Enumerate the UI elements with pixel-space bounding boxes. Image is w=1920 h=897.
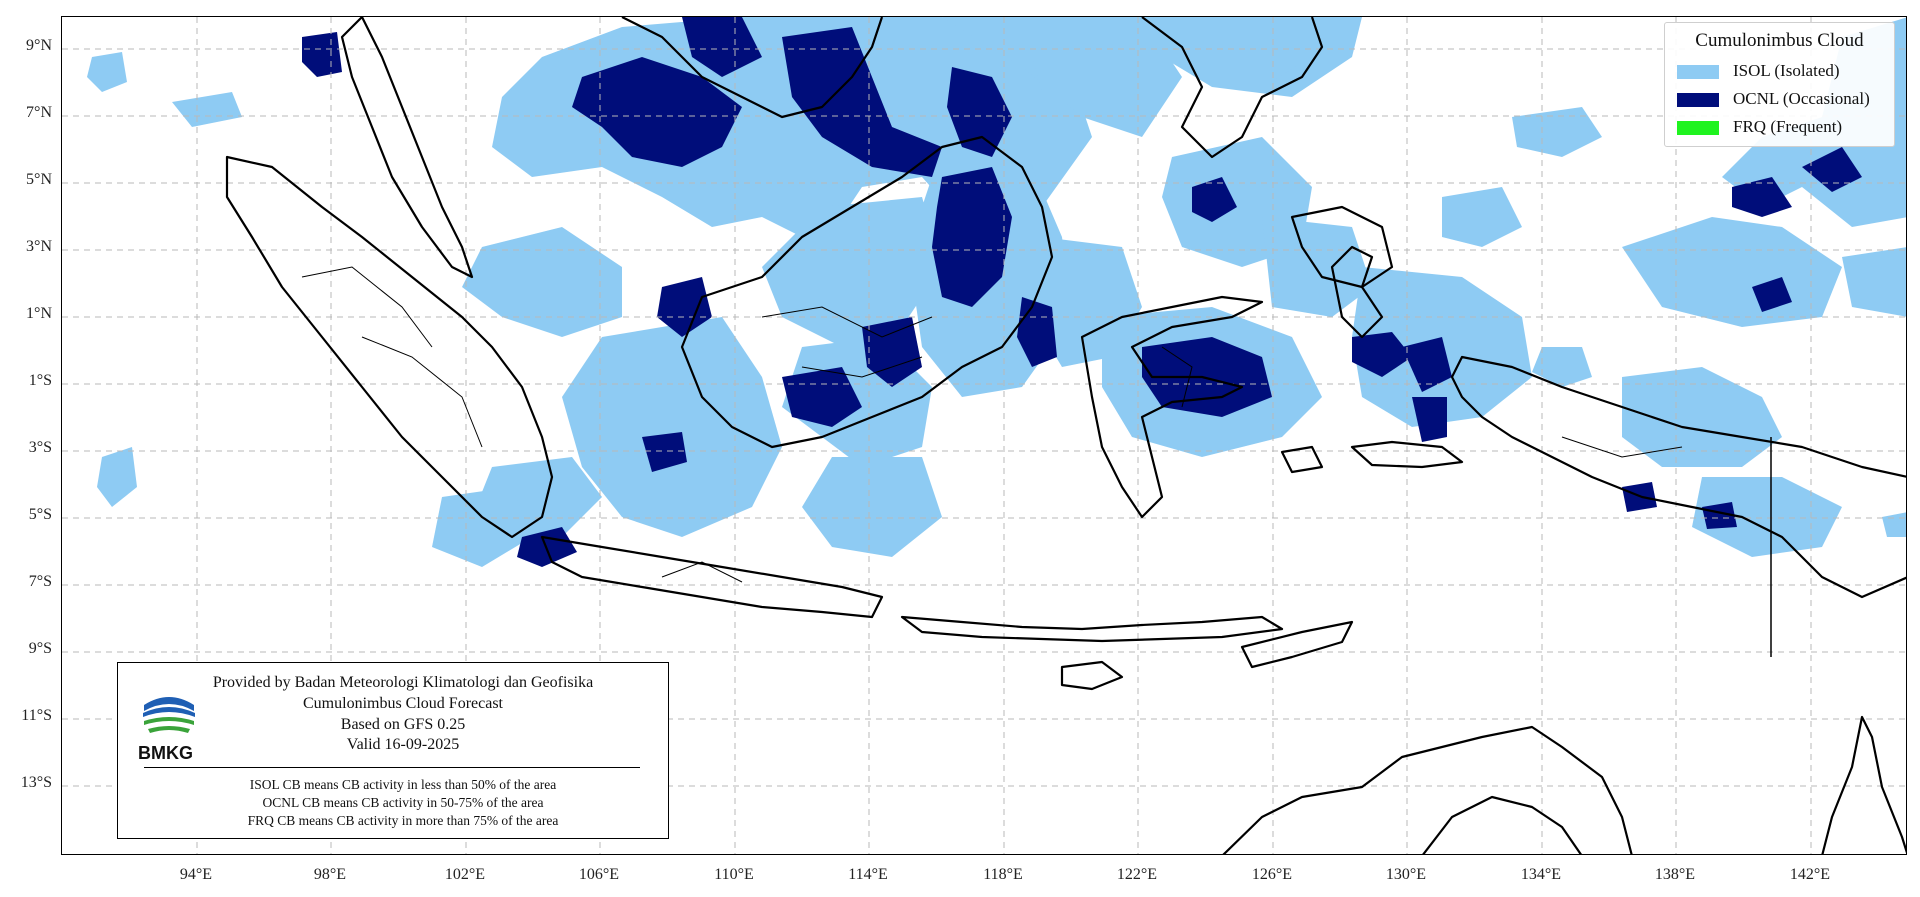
- lat-label: 3°S: [28, 439, 52, 456]
- info-provider: Provided by Badan Meteorologi Klimatolog…: [212, 674, 594, 691]
- lat-label: 5°S: [28, 506, 52, 523]
- lon-label: 118°E: [983, 866, 1023, 883]
- bmkg-logo-text: BMKG: [138, 743, 193, 763]
- map-legend: Cumulonimbus Cloud ISOL (Isolated) OCNL …: [1664, 22, 1895, 147]
- coastlines: [225, 17, 1906, 854]
- legend-swatch-frq: [1677, 121, 1719, 135]
- lon-label: 122°E: [1116, 866, 1158, 883]
- info-note-ocnl: OCNL CB means CB activity in 50-75% of t…: [262, 795, 544, 810]
- province-borders: [301, 266, 1683, 583]
- lat-label: 9°S: [28, 640, 52, 657]
- malay-peninsula-coast: [340, 17, 474, 279]
- buru-coast: [1280, 445, 1324, 474]
- info-model: Based on GFS 0.25: [340, 716, 466, 733]
- lon-label: 130°E: [1385, 866, 1427, 883]
- new-guinea-coast: [1450, 355, 1906, 599]
- legend-item-frq: FRQ (Frequent): [1677, 117, 1887, 139]
- legend-label-ocnl: OCNL (Occasional): [1733, 89, 1870, 108]
- sumba-coast: [1060, 660, 1124, 691]
- seram-coast: [1350, 440, 1464, 469]
- lat-label: 7°S: [28, 573, 52, 590]
- info-note-frq: FRQ CB means CB activity in more than 75…: [247, 813, 559, 828]
- lat-label: 7°N: [26, 104, 52, 121]
- lesser-sunda-coast: [900, 615, 1284, 643]
- lon-label: 138°E: [1654, 866, 1696, 883]
- map-canvas: [62, 17, 1906, 854]
- lon-label: 110°E: [714, 866, 754, 883]
- legend-swatch-ocnl: [1677, 93, 1719, 107]
- mindanao-coast: [1290, 205, 1394, 289]
- lat-label: 11°S: [21, 707, 52, 724]
- lon-label: 94°E: [179, 866, 213, 883]
- info-divider: [144, 767, 640, 768]
- lon-label: 106°E: [578, 866, 620, 883]
- indochina-coast: [621, 17, 884, 119]
- cape-york-coast: [1821, 715, 1906, 854]
- legend-swatch-isol: [1677, 65, 1719, 79]
- legend-label-isol: ISOL (Isolated): [1733, 61, 1840, 80]
- info-box: BMKG Provided by Badan Meteorologi Klima…: [117, 662, 669, 839]
- lat-label: 1°N: [26, 305, 52, 322]
- lon-label: 126°E: [1251, 866, 1293, 883]
- info-valid: Valid 16-09-2025: [346, 736, 460, 753]
- lat-label: 5°N: [26, 171, 52, 188]
- lat-label: 13°S: [20, 774, 52, 791]
- timor-coast: [1240, 620, 1354, 669]
- lon-label: 142°E: [1789, 866, 1831, 883]
- bmkg-logo-icon: [142, 687, 196, 741]
- lat-label: 1°S: [28, 372, 52, 389]
- lon-label: 134°E: [1520, 866, 1562, 883]
- lat-label: 9°N: [26, 37, 52, 54]
- arnhem-coast: [1422, 795, 1582, 854]
- java-coast: [540, 535, 884, 619]
- lat-label: 3°N: [26, 238, 52, 255]
- sumatra-coast: [225, 155, 554, 539]
- ocnl-cloud-regions: [302, 17, 1862, 567]
- lon-label: 114°E: [848, 866, 888, 883]
- legend-item-ocnl: OCNL (Occasional): [1677, 89, 1887, 111]
- graticule-grid: [62, 17, 1906, 854]
- legend-title: Cumulonimbus Cloud: [1695, 30, 1864, 51]
- sulawesi-coast: [1080, 295, 1264, 519]
- info-note-isol: ISOL CB means CB activity in less than 5…: [249, 777, 557, 792]
- legend-label-frq: FRQ (Frequent): [1733, 117, 1843, 136]
- borneo-coast: [680, 135, 1054, 449]
- legend-item-isol: ISOL (Isolated): [1677, 61, 1887, 83]
- halmahera-coast: [1330, 245, 1384, 339]
- philippines-coast: [1141, 17, 1324, 159]
- australia-coast: [1222, 725, 1633, 854]
- info-product: Cumulonimbus Cloud Forecast: [303, 695, 503, 712]
- lon-label: 98°E: [313, 866, 347, 883]
- lon-label: 102°E: [444, 866, 486, 883]
